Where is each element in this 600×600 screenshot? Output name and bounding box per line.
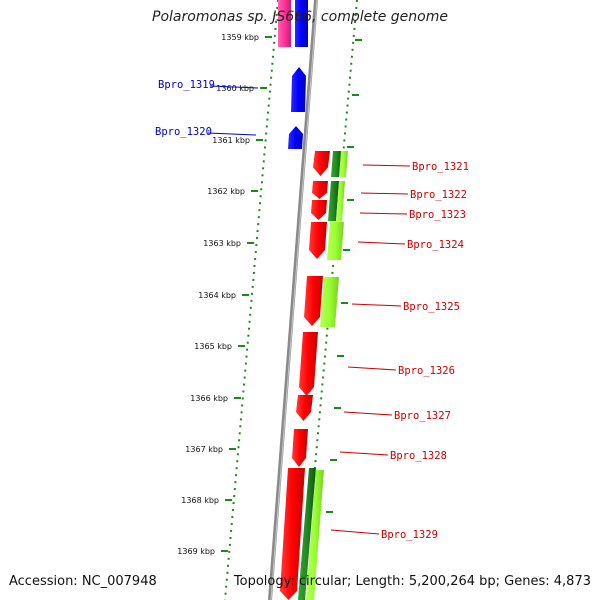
gene-label-right[interactable]: Bpro_1329 (381, 529, 438, 541)
gene-feature-bpro-1319[interactable] (291, 67, 306, 112)
kbp-tick-label: 1366 kbp (190, 394, 228, 403)
gene-feature-green[interactable] (336, 181, 345, 221)
kbp-ticks: 1359 kbp 1360 kbp 1361 kbp 1362 kbp 1363 kbp… (177, 33, 362, 556)
kbp-tick-label: 1369 kbp (177, 547, 215, 556)
gene-leader-line (362, 164, 411, 167)
genome-summary-text: Topology: circular; Length: 5,200,264 bp… (233, 574, 591, 589)
genome-title: Polaromonas sp. JS666, complete genome (152, 9, 448, 25)
gene-feature-green[interactable] (327, 222, 344, 260)
kbp-tick-label: 1362 kbp (207, 187, 245, 196)
genome-backbone-highlight (270, 0, 318, 600)
gene-leader-line (359, 212, 408, 215)
kbp-tick-label: 1367 kbp (185, 445, 223, 454)
gene-feature-green[interactable] (306, 470, 324, 600)
gene-label-right[interactable]: Bpro_1326 (398, 365, 455, 377)
gene-label-left[interactable]: Bpro_1319 (158, 79, 215, 91)
kbp-tick-label: 1363 kbp (203, 239, 241, 248)
kbp-tick-label: 1360 kbp (216, 84, 254, 93)
gene-feature-red[interactable] (299, 332, 318, 396)
gene-label-right[interactable]: Bpro_1321 (412, 161, 469, 173)
gene-leader-line (207, 132, 257, 136)
gene-leader-line (343, 411, 393, 416)
gene-feature-blue[interactable] (295, 0, 308, 47)
genome-backbone (268, 0, 318, 600)
gene-label-right[interactable]: Bpro_1325 (403, 301, 460, 313)
gene-feature-magenta[interactable] (278, 0, 291, 47)
gene-feature-red[interactable] (312, 181, 328, 199)
gene-feature-green[interactable] (298, 468, 316, 600)
gene-leader-line (347, 366, 397, 371)
gene-leader-line (351, 303, 402, 307)
gene-feature-red[interactable] (292, 429, 308, 467)
gene-label-right[interactable]: Bpro_1324 (407, 239, 464, 251)
gene-label-left[interactable]: Bpro_1320 (155, 126, 212, 138)
gene-feature-bpro-1320[interactable] (288, 126, 303, 149)
gene-label-right[interactable]: Bpro_1327 (394, 410, 451, 422)
gene-feature-red[interactable] (313, 151, 330, 176)
gene-feature-red[interactable] (304, 276, 323, 326)
gene-feature-red[interactable] (311, 200, 327, 220)
gene-leader-line (339, 451, 389, 456)
gene-label-right[interactable]: Bpro_1322 (410, 189, 467, 201)
gene-features (278, 0, 348, 600)
gene-feature-red[interactable] (280, 468, 305, 600)
kbp-tick-label: 1364 kbp (198, 291, 236, 300)
gene-feature-green[interactable] (320, 277, 339, 327)
gene-feature-red[interactable] (309, 222, 327, 259)
gene-feature-green[interactable] (328, 181, 339, 221)
gene-leader-line (357, 241, 406, 245)
kbp-tick-label: 1359 kbp (221, 33, 259, 42)
gene-label-right[interactable]: Bpro_1328 (390, 450, 447, 462)
gene-labels: Bpro_1319 Bpro_1320 Bpro_1321 Bpro_1322 Bpro… (155, 79, 469, 541)
gene-feature-green[interactable] (331, 151, 342, 177)
accession-text: Accession: NC_007948 (9, 574, 157, 589)
gene-leader-line (330, 529, 380, 535)
gene-label-right[interactable]: Bpro_1323 (409, 209, 466, 221)
gene-feature-green[interactable] (339, 151, 348, 177)
gene-leader-line (209, 85, 259, 89)
kbp-tick-label: 1365 kbp (194, 342, 232, 351)
kbp-tick-label: 1361 kbp (212, 136, 250, 145)
ruler-track-left (224, 0, 279, 600)
gene-feature-red[interactable] (296, 395, 313, 421)
gene-leader-line (360, 192, 409, 195)
kbp-tick-label: 1368 kbp (181, 496, 219, 505)
